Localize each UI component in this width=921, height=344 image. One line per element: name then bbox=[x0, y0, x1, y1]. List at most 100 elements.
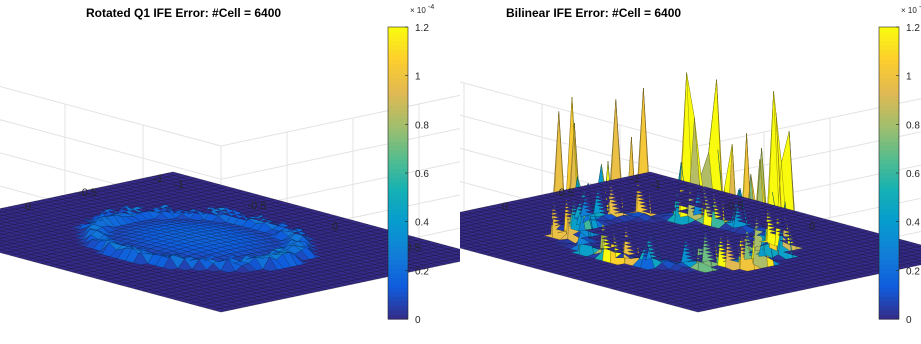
colorbar-swatch bbox=[879, 200, 899, 205]
y-tick-label: -0.5 bbox=[78, 187, 97, 199]
colorbar-swatch bbox=[388, 191, 408, 196]
colorbar-swatch bbox=[879, 278, 899, 283]
colorbar-swatch bbox=[388, 32, 408, 37]
colorbar-swatch bbox=[388, 41, 408, 46]
colorbar-swatch bbox=[388, 164, 408, 169]
colorbar-tick-label: 0.8 bbox=[415, 120, 429, 131]
colorbar-swatch bbox=[879, 205, 899, 210]
left-surface-plot: Rotated Q1 IFE Error: #Cell = 6400 -1-0.… bbox=[0, 0, 460, 339]
colorbar-swatch bbox=[388, 200, 408, 205]
colorbar-swatch bbox=[388, 77, 408, 82]
plot-title: Rotated Q1 IFE Error: #Cell = 6400 bbox=[86, 6, 281, 20]
colorbar-swatch bbox=[879, 246, 899, 251]
colorbar-swatch bbox=[879, 64, 899, 69]
colorbar-swatch bbox=[879, 150, 899, 155]
colorbar-swatch bbox=[879, 95, 899, 100]
colorbar-swatch bbox=[388, 82, 408, 87]
colorbar-swatch bbox=[388, 278, 408, 283]
colorbar-swatch bbox=[879, 241, 899, 246]
colorbar-swatch bbox=[879, 36, 899, 41]
colorbar-swatch bbox=[879, 283, 899, 288]
colorbar-swatch bbox=[388, 137, 408, 142]
x-tick-label: 0 bbox=[332, 221, 338, 233]
colorbar-swatch bbox=[388, 214, 408, 219]
colorbar-swatch bbox=[388, 255, 408, 260]
colorbar-swatch bbox=[879, 91, 899, 96]
x-tick-label: -0.5 bbox=[725, 200, 744, 212]
colorbar-swatch bbox=[879, 54, 899, 59]
colorbar-swatch bbox=[879, 41, 899, 46]
colorbar-swatch bbox=[388, 292, 408, 297]
y-tick-label: -0.5 bbox=[555, 187, 574, 199]
colorbar-swatch bbox=[388, 228, 408, 233]
colorbar-swatch bbox=[879, 118, 899, 123]
colorbar-swatch bbox=[879, 123, 899, 128]
colorbar-swatch bbox=[879, 173, 899, 178]
surface-plot-svg: -1-0.500.51-1-0.500.51012345× 10-400.20.… bbox=[460, 0, 921, 339]
colorbar-swatch bbox=[388, 196, 408, 201]
colorbar-swatch bbox=[879, 255, 899, 260]
colorbar-swatch bbox=[388, 283, 408, 288]
colorbar-swatch bbox=[879, 310, 899, 315]
colorbar-tick-label: 0.6 bbox=[906, 169, 920, 180]
colorbar-swatch bbox=[388, 260, 408, 265]
colorbar-swatch bbox=[879, 237, 899, 242]
colorbar-swatch bbox=[879, 182, 899, 187]
colorbar-exponent-power: -4 bbox=[428, 4, 434, 11]
colorbar-swatch bbox=[879, 82, 899, 87]
colorbar-swatch bbox=[879, 232, 899, 237]
colorbar-swatch bbox=[879, 50, 899, 55]
colorbar-swatch bbox=[388, 73, 408, 78]
colorbar-swatch bbox=[879, 32, 899, 37]
colorbar-swatch bbox=[879, 109, 899, 114]
colorbar-swatch bbox=[879, 273, 899, 278]
colorbar-swatch bbox=[388, 86, 408, 91]
colorbar-swatch bbox=[388, 264, 408, 269]
colorbar-swatch bbox=[879, 301, 899, 306]
colorbar-swatch bbox=[388, 50, 408, 55]
colorbar-swatch bbox=[388, 45, 408, 50]
colorbar-swatch bbox=[388, 27, 408, 32]
y-tick-label: 0 bbox=[25, 201, 31, 213]
colorbar-swatch bbox=[388, 91, 408, 96]
colorbar-swatch bbox=[879, 210, 899, 215]
colorbar-swatch bbox=[388, 210, 408, 215]
colorbar-swatch bbox=[388, 159, 408, 164]
colorbar-swatch bbox=[879, 77, 899, 82]
colorbar-swatch bbox=[879, 187, 899, 192]
colorbar-swatch bbox=[879, 287, 899, 292]
colorbar-swatch bbox=[388, 68, 408, 73]
colorbar-swatch bbox=[388, 123, 408, 128]
colorbar-swatch bbox=[388, 173, 408, 178]
colorbar-swatch bbox=[879, 127, 899, 132]
colorbar-swatch bbox=[388, 232, 408, 237]
colorbar-swatch bbox=[879, 100, 899, 105]
colorbar-swatch bbox=[879, 86, 899, 91]
colorbar-swatch bbox=[879, 191, 899, 196]
colorbar-swatch bbox=[879, 292, 899, 297]
colorbar-swatch bbox=[879, 264, 899, 269]
colorbar-swatch bbox=[879, 251, 899, 256]
colorbar-tick-label: 0.2 bbox=[415, 266, 429, 277]
x-tick-label: 0 bbox=[809, 221, 815, 233]
colorbar-swatch bbox=[388, 237, 408, 242]
colorbar-swatch bbox=[879, 164, 899, 169]
colorbar-swatch bbox=[879, 146, 899, 151]
colorbar-tick-label: 0.6 bbox=[415, 169, 429, 180]
colorbar-swatch bbox=[388, 205, 408, 210]
colorbar-swatch bbox=[879, 27, 899, 32]
colorbar-swatch bbox=[388, 219, 408, 224]
colorbar-swatch bbox=[388, 187, 408, 192]
colorbar-swatch bbox=[879, 269, 899, 274]
colorbar-swatch bbox=[879, 105, 899, 110]
colorbar-tick-label: 0.2 bbox=[906, 266, 920, 277]
plot-title: Bilinear IFE Error: #Cell = 6400 bbox=[506, 6, 681, 20]
colorbar-swatch bbox=[388, 223, 408, 228]
y-tick-label: -1 bbox=[630, 173, 640, 185]
colorbar-swatch bbox=[388, 132, 408, 137]
colorbar-swatch bbox=[388, 251, 408, 256]
colorbar-swatch bbox=[388, 269, 408, 274]
colorbar-swatch bbox=[388, 273, 408, 278]
colorbar-swatch bbox=[388, 246, 408, 251]
